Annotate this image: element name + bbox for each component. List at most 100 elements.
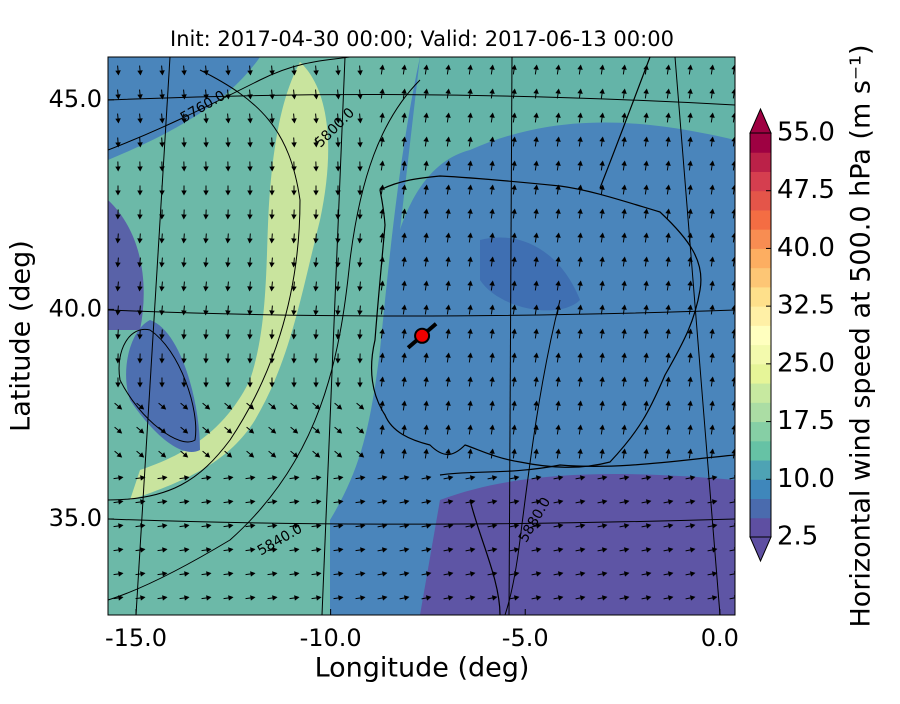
wind-arrow bbox=[489, 64, 495, 75]
colorbar-tick-label: 32.5 bbox=[777, 291, 835, 321]
wind-arrow bbox=[467, 64, 473, 75]
wind-arrow bbox=[423, 280, 429, 291]
wind-arrow bbox=[356, 426, 365, 434]
wind-arrow bbox=[685, 547, 696, 553]
wind-arrow bbox=[379, 448, 385, 459]
wind-arrow bbox=[245, 547, 256, 553]
wind-arrow bbox=[597, 547, 608, 553]
wind-arrow bbox=[136, 426, 145, 434]
wind-arrow bbox=[641, 571, 652, 577]
wind-arrow bbox=[575, 571, 586, 577]
wind-arrow bbox=[509, 523, 520, 529]
wind-arrow bbox=[289, 571, 300, 577]
y-tick-label: 45.0 bbox=[49, 85, 102, 113]
wind-arrow bbox=[333, 595, 344, 601]
wind-arrow bbox=[555, 136, 561, 147]
colorbar-band bbox=[750, 171, 771, 192]
wind-arrow bbox=[181, 281, 187, 292]
wind-arrow bbox=[511, 112, 517, 123]
wind-arrow bbox=[709, 160, 715, 171]
wind-arrow bbox=[599, 160, 605, 171]
wind-arrow bbox=[113, 499, 124, 505]
wind-arrow bbox=[203, 257, 209, 268]
wind-arrow bbox=[225, 209, 231, 220]
wind-arrow bbox=[489, 328, 495, 339]
wind-arrow bbox=[179, 547, 190, 553]
wind-arrow bbox=[421, 547, 432, 553]
wind-arrow bbox=[225, 161, 231, 172]
coastline bbox=[599, 57, 651, 189]
x-tick-label: -15.0 bbox=[105, 624, 167, 652]
wind-arrow bbox=[268, 426, 277, 434]
wind-arrow bbox=[355, 571, 366, 577]
graticule-line bbox=[108, 94, 735, 106]
wind-arrow bbox=[643, 376, 649, 387]
wind-arrow bbox=[445, 400, 451, 411]
wind-arrow bbox=[115, 209, 121, 220]
wind-arrow bbox=[291, 305, 297, 316]
wind-arrow bbox=[555, 328, 561, 339]
wind-arrow bbox=[157, 499, 168, 505]
wind-arrow bbox=[290, 402, 299, 410]
wind-arrow bbox=[663, 547, 674, 553]
wind-arrow bbox=[577, 448, 583, 459]
colorbar-band bbox=[750, 460, 771, 480]
colorbar-extend-high bbox=[749, 107, 772, 134]
wind-arrow bbox=[621, 280, 627, 291]
wind-arrow bbox=[357, 281, 363, 292]
wind-arrow bbox=[511, 424, 517, 435]
wind-arrow bbox=[665, 328, 671, 339]
wind-arrow bbox=[401, 424, 407, 435]
wind-arrow bbox=[533, 256, 539, 267]
x-axis-label: Longitude (deg) bbox=[315, 653, 530, 684]
wind-arrow bbox=[421, 571, 432, 577]
wind-arrow bbox=[619, 547, 630, 553]
contour-line bbox=[118, 328, 197, 443]
wind-arrow bbox=[533, 304, 539, 315]
colorbar-band bbox=[750, 133, 771, 153]
wind-arrow bbox=[423, 352, 429, 363]
wind-arrow bbox=[357, 233, 363, 244]
wind-arrow bbox=[643, 256, 649, 267]
wind-arrow bbox=[599, 64, 605, 75]
wind-arrow bbox=[707, 499, 718, 505]
wind-arrow bbox=[334, 426, 343, 434]
wind-arrow bbox=[511, 304, 517, 315]
wind-arrow bbox=[553, 571, 564, 577]
wind-arrow bbox=[357, 209, 363, 220]
colorbar-band bbox=[750, 267, 771, 288]
wind-arrow bbox=[245, 571, 256, 577]
wind-arrow bbox=[333, 499, 344, 505]
wind-arrow bbox=[289, 547, 300, 553]
wind-arrow bbox=[687, 400, 693, 411]
wind-arrow bbox=[443, 571, 454, 577]
wind-arrow bbox=[731, 184, 735, 195]
wind-arrow bbox=[555, 160, 561, 171]
colorbar-label: Horizontal wind speed at 500.0 hPa (m s⁻… bbox=[846, 44, 877, 627]
contour-line bbox=[108, 69, 301, 501]
wind-arrow bbox=[225, 65, 231, 76]
wind-arrow bbox=[181, 185, 187, 196]
wind-arrow bbox=[180, 426, 189, 434]
wind-arrow bbox=[401, 112, 407, 123]
wind-arrow bbox=[357, 185, 363, 196]
x-tick-label: 0.0 bbox=[701, 624, 739, 652]
wind-arrow bbox=[247, 257, 253, 268]
wind-arrow bbox=[511, 352, 517, 363]
wind-arrow bbox=[313, 209, 319, 220]
wind-arrow bbox=[643, 112, 649, 123]
colorbar-band bbox=[750, 421, 771, 442]
wind-arrow bbox=[445, 136, 451, 147]
wind-arrow bbox=[401, 400, 407, 411]
wind-arrow bbox=[465, 595, 476, 601]
wind-arrow bbox=[269, 377, 275, 388]
wind-arrow bbox=[223, 523, 234, 529]
wind-arrow bbox=[489, 304, 495, 315]
wind-arrow bbox=[685, 475, 696, 481]
wind-arrow bbox=[377, 547, 388, 553]
wind-arrow bbox=[467, 160, 473, 171]
wind-arrow bbox=[553, 475, 564, 481]
wind-arrow bbox=[643, 232, 649, 243]
wind-arrow bbox=[487, 499, 498, 505]
